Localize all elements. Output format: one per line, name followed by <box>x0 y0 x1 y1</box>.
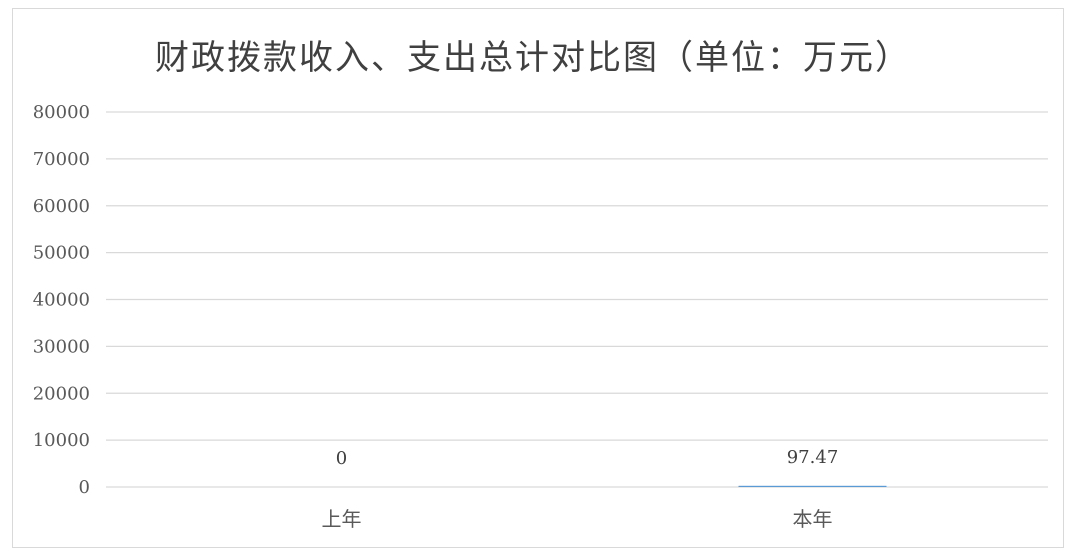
y-tick-label: 0 <box>79 477 90 498</box>
chart-title: 财政拨款收入、支出总计对比图（单位：万元） <box>155 38 911 78</box>
bar <box>738 485 887 487</box>
data-labels: 0 97.47 <box>336 447 838 469</box>
data-label: 0 <box>336 448 347 469</box>
y-tick-label: 60000 <box>33 196 90 217</box>
x-axis-category-labels: 上年 本年 <box>322 507 833 531</box>
y-tick-label: 70000 <box>33 149 90 170</box>
data-label: 97.47 <box>787 447 839 468</box>
chart-frame <box>12 8 1064 548</box>
y-tick-label: 40000 <box>33 290 90 311</box>
y-axis-tick-labels: 0 10000 20000 30000 40000 50000 60000 70000 8000… <box>33 102 90 498</box>
y-tick-label: 10000 <box>33 430 90 451</box>
x-category-label: 本年 <box>793 507 833 531</box>
y-tick-label: 20000 <box>33 383 90 404</box>
bars <box>738 485 887 487</box>
x-category-label: 上年 <box>322 507 362 531</box>
y-tick-label: 30000 <box>33 336 90 357</box>
y-tick-label: 80000 <box>33 102 90 123</box>
gridlines <box>106 111 1048 488</box>
y-tick-label: 50000 <box>33 243 90 264</box>
